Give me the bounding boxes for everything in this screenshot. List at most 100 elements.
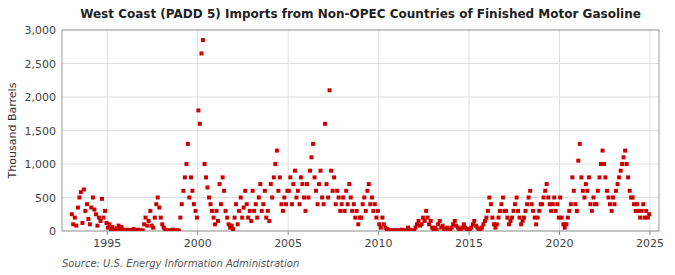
point [501,196,505,200]
point [305,182,309,186]
point [267,219,271,223]
point [308,169,312,173]
point [497,216,501,220]
point [638,216,642,220]
point [233,216,237,220]
point [616,182,620,186]
point [151,226,155,230]
point [611,196,615,200]
point [543,189,547,193]
point [195,216,199,220]
point [490,216,494,220]
point [281,209,285,213]
point [237,209,241,213]
point [225,216,229,220]
point [510,216,514,220]
point [178,216,182,220]
point [528,189,532,193]
point [592,196,596,200]
point [196,108,200,112]
point [530,202,534,206]
point [628,189,632,193]
point [435,228,439,231]
point [603,175,607,179]
point [605,189,609,193]
point [323,122,327,126]
point [249,219,253,223]
point [602,162,606,166]
point [576,159,580,163]
point [212,216,216,220]
source-note: Source: U.S. Energy Information Administ… [62,258,299,269]
point [288,175,292,179]
point [610,209,614,213]
tick-label: 500 [35,192,56,205]
point [625,162,629,166]
grid-line [288,30,289,231]
tick-label: 2020 [546,237,574,250]
point [252,209,256,213]
point [293,169,297,173]
grid-line [469,30,470,231]
point [590,209,594,213]
point [515,196,519,200]
point [523,209,527,213]
point [148,209,152,213]
point [338,209,342,213]
point [287,189,291,193]
point [495,222,499,226]
tick-label: 1,500 [25,125,57,138]
point [612,202,616,206]
point [156,196,160,200]
point [579,175,583,179]
point [647,212,651,216]
point [567,209,571,213]
point [487,196,491,200]
point [622,155,626,159]
tick-label: 2015 [455,237,483,250]
point [555,202,559,206]
point [545,182,549,186]
point [85,202,89,206]
point [356,222,360,226]
point [640,209,644,213]
point [221,175,225,179]
point [572,189,576,193]
point [558,196,562,200]
point [269,182,273,186]
point [100,197,104,201]
point [189,175,193,179]
point [320,196,324,200]
point [326,196,330,200]
point [294,196,298,200]
point [525,202,529,206]
tick-label: 2010 [365,237,393,250]
point [239,196,243,200]
grid-line [378,30,379,231]
point [177,229,181,231]
point [346,202,350,206]
point [429,219,433,223]
point [352,202,356,206]
point [367,182,371,186]
point [617,175,621,179]
point [607,196,611,200]
point [620,162,624,166]
point [614,189,618,193]
point [88,222,92,226]
point [76,206,80,210]
point [353,216,357,220]
point [575,209,579,213]
point [570,175,574,179]
point [368,202,372,206]
point [190,189,194,193]
point [159,216,163,220]
point [260,209,264,213]
point [349,196,353,200]
point [486,209,490,213]
point [362,196,366,200]
point [187,196,191,200]
point [355,209,359,213]
point [198,122,202,126]
point [311,142,315,146]
